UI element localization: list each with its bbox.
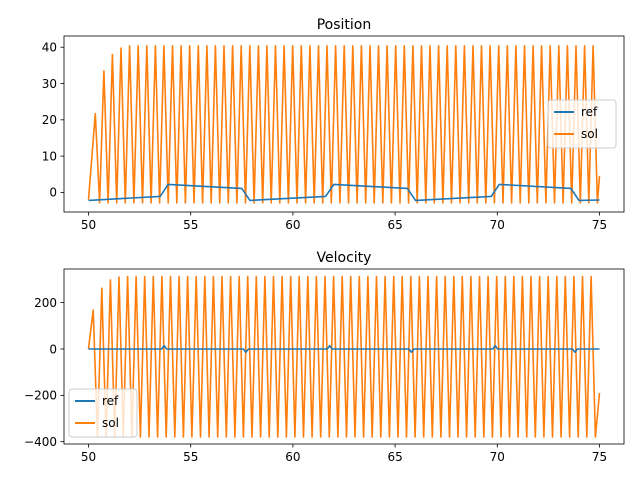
velocity-ref-line	[88, 344, 600, 353]
position-legend-sol-label: sol	[581, 127, 598, 141]
velocity-axes-frame	[63, 268, 625, 445]
position-xtick-label: 70	[490, 218, 505, 232]
position-ytick-label: 20	[42, 113, 57, 127]
position-sol-line	[87, 45, 601, 204]
velocity-ref-path	[88, 344, 600, 353]
velocity-ytick-label: 200	[34, 296, 57, 310]
position-ytick-label: 0	[49, 186, 57, 200]
position-ytick-label: 40	[42, 41, 57, 55]
position-ref-path	[88, 183, 600, 202]
velocity-legend-ref-label: ref	[102, 394, 119, 408]
position-xtick-label: 55	[183, 218, 198, 232]
velocity-ytick-label: 0	[49, 342, 57, 356]
velocity-sol-path	[87, 275, 601, 438]
velocity-sol-line	[87, 275, 601, 438]
velocity-axes: Velocity 50 55 60 65 70 75 −400 −200 0 200 ref so…	[24, 250, 625, 464]
position-xtick-label: 50	[81, 218, 96, 232]
velocity-xtick-label: 60	[285, 450, 300, 464]
position-ref-line	[88, 183, 600, 202]
velocity-title: Velocity	[317, 250, 372, 266]
position-legend-ref-label: ref	[581, 105, 598, 119]
position-ytick-label: 30	[42, 77, 57, 91]
position-xtick-label: 75	[592, 218, 607, 232]
velocity-xtick-label: 50	[81, 450, 96, 464]
velocity-xtick-label: 75	[592, 450, 607, 464]
velocity-ytick-label: −400	[24, 435, 57, 449]
position-xtick-label: 65	[387, 218, 402, 232]
position-axes: Position 50 55 60 65 70 75 0 10 20 30 40 ref sol	[42, 17, 625, 232]
position-axes-frame	[63, 35, 625, 213]
velocity-legend-sol-label: sol	[102, 416, 119, 430]
velocity-xtick-label: 70	[490, 450, 505, 464]
velocity-ticks: 50 55 60 65 70 75 −400 −200 0 200	[24, 296, 607, 464]
velocity-xtick-label: 65	[387, 450, 402, 464]
position-title: Position	[317, 17, 372, 33]
position-ticks: 50 55 60 65 70 75 0 10 20 30 40	[42, 41, 607, 232]
position-legend: ref sol	[547, 99, 617, 149]
velocity-xtick-label: 55	[183, 450, 198, 464]
position-ytick-label: 10	[42, 149, 57, 163]
velocity-ytick-label: −200	[24, 389, 57, 403]
position-sol-path	[87, 45, 601, 204]
position-xtick-label: 60	[285, 218, 300, 232]
velocity-legend: ref sol	[68, 388, 138, 438]
